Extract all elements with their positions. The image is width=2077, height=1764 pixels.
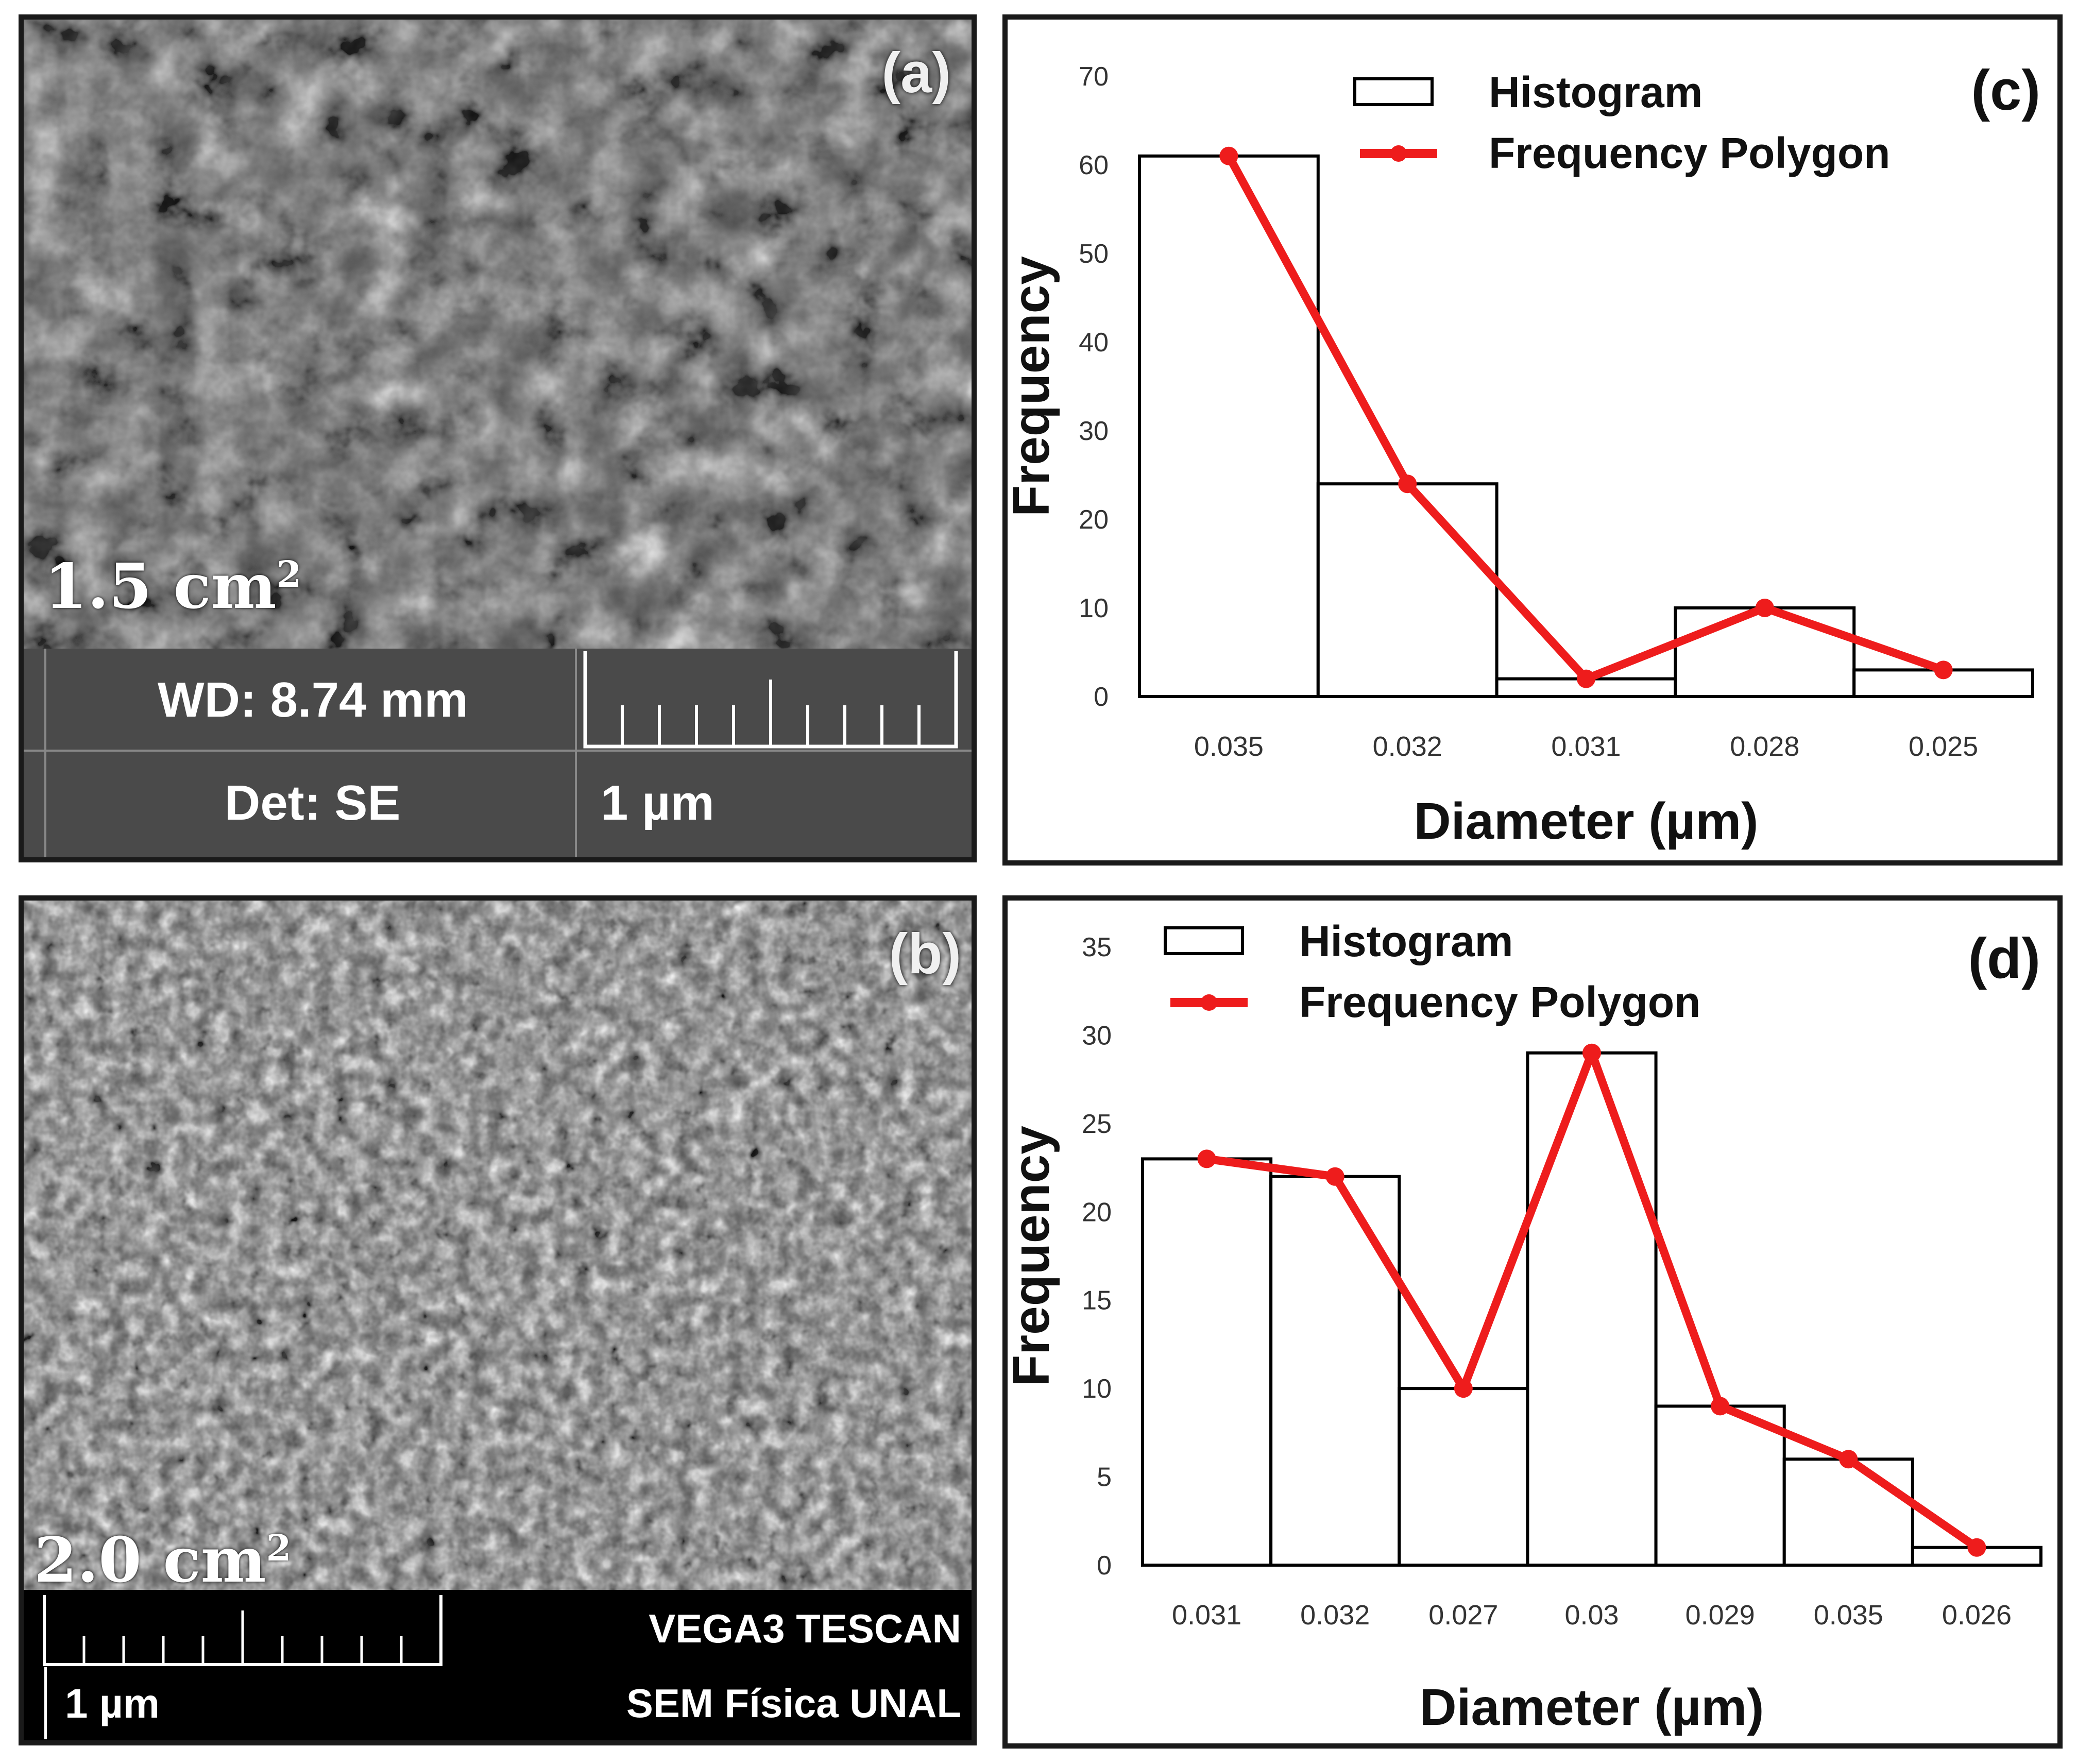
area-label-b: 2.0 cm2 <box>34 1524 292 1597</box>
x-tick-label: 0.026 <box>1942 1600 2012 1631</box>
histogram-bar <box>1316 482 1499 698</box>
panel-label-a: (a) <box>881 41 951 105</box>
x-tick-label: 0.032 <box>1300 1600 1370 1631</box>
histogram-bar <box>1141 1157 1273 1567</box>
frequency-polygon-point <box>1755 599 1774 617</box>
frequency-polygon-point <box>1967 1538 1986 1557</box>
panel-label-b: (b) <box>889 922 961 986</box>
x-tick-label: 0.027 <box>1428 1600 1498 1631</box>
x-axis-title: Diameter (µm) <box>1420 1678 1764 1736</box>
y-tick-label: 50 <box>1079 239 1109 269</box>
working-distance: WD: 8.74 mm <box>158 672 468 727</box>
histogram-bar <box>1654 1404 1786 1567</box>
frequency-polygon-point <box>1577 669 1595 688</box>
facility-label: SEM Física UNAL <box>626 1681 961 1726</box>
x-tick-label: 0.025 <box>1909 731 1978 762</box>
frequency-polygon-point <box>1711 1397 1730 1416</box>
scale-bar-b <box>43 1595 442 1666</box>
histogram-bar <box>1782 1457 1914 1567</box>
frequency-polygon-point <box>1219 146 1238 165</box>
x-tick-label: 0.035 <box>1194 731 1264 762</box>
histogram-bar <box>1269 1175 1401 1567</box>
y-tick-label: 70 <box>1079 62 1109 92</box>
y-tick-label: 20 <box>1079 505 1109 535</box>
scale-bar-a <box>583 651 958 749</box>
legend-histogram-label: Histogram <box>1489 68 1703 116</box>
instrument-label: VEGA3 TESCAN <box>649 1606 961 1651</box>
y-tick-label: 35 <box>1082 932 1112 962</box>
y-tick-label: 10 <box>1079 593 1109 623</box>
frequency-polygon-point <box>1197 1149 1216 1168</box>
chart-c: 0 10 20 30 40 50 60 70 0.035 0.032 0.031 0.028 0.025… <box>1002 14 2063 866</box>
x-tick-label: 0.029 <box>1686 1600 1755 1631</box>
y-tick-label: 0 <box>1094 682 1109 712</box>
x-tick-label: 0.03 <box>1564 1600 1619 1631</box>
detector: Det: SE <box>225 775 401 830</box>
y-tick-label: 25 <box>1082 1109 1112 1139</box>
x-axis-title: Diameter (µm) <box>1414 792 1759 850</box>
x-tick-label: 0.035 <box>1814 1600 1883 1631</box>
histogram-bar <box>1398 1387 1529 1567</box>
histogram-chart-d: 0 5 10 15 20 25 30 35 0.031 0.032 0.027 0.03 0.029 0.… <box>1008 917 2043 1736</box>
y-tick-label: 0 <box>1097 1551 1112 1581</box>
legend-polygon-label: Frequency Polygon <box>1489 129 1890 177</box>
frequency-polygon-point <box>1398 474 1417 494</box>
frequency-polygon-point <box>1934 660 1953 680</box>
legend-polygon-label: Frequency Polygon <box>1299 978 1700 1026</box>
y-axis-title: Frequency <box>1008 1126 1060 1386</box>
legend-histogram-label: Histogram <box>1299 917 1513 965</box>
x-tick-label: 0.031 <box>1172 1600 1241 1631</box>
y-tick-label: 30 <box>1079 416 1109 446</box>
area-label-a: 1.5 cm2 <box>44 550 302 623</box>
chart-d: 0 5 10 15 20 25 30 35 0.031 0.032 0.027 0.03 0.029 0.… <box>1002 895 2063 1749</box>
sem-info-bar-b: 1 µm VEGA3 TESCAN SEM Física UNAL <box>24 1590 972 1740</box>
y-tick-label: 60 <box>1079 150 1109 180</box>
sem-image-b: (b) 2.0 cm2 1 µm VEGA3 TESCAN SEM Física… <box>19 895 977 1745</box>
panel-label: (c) <box>1971 59 2040 122</box>
sem-info-bar-a: WD: 8.74 mm Det: SE 1 µm <box>24 649 972 857</box>
histogram-bar <box>1674 606 1856 698</box>
x-tick-label: 0.032 <box>1373 731 1442 762</box>
y-tick-label: 30 <box>1082 1021 1112 1050</box>
frequency-polygon-point <box>1839 1450 1858 1469</box>
frequency-polygon-point <box>1454 1379 1473 1398</box>
scale-label-b: 1 µm <box>65 1681 160 1726</box>
frequency-polygon-point <box>1582 1043 1601 1062</box>
panel-label: (d) <box>1968 927 2040 990</box>
y-tick-label: 5 <box>1097 1463 1112 1492</box>
histogram-bar <box>1526 1051 1658 1567</box>
y-axis-title: Frequency <box>1008 256 1060 517</box>
legend-histogram-swatch <box>1164 926 1244 955</box>
histogram-chart-c: 0 10 20 30 40 50 60 70 0.035 0.032 0.031 0.028 0.025… <box>1008 59 2040 850</box>
y-tick-label: 15 <box>1082 1286 1112 1316</box>
y-tick-label: 10 <box>1082 1374 1112 1404</box>
y-tick-label: 40 <box>1079 328 1109 358</box>
sem-image-a: (a) 1.5 cm2 WD: 8.74 mm Det: SE 1 µm <box>19 14 977 862</box>
legend-polygon-marker <box>1201 994 1217 1011</box>
legend-polygon-marker <box>1390 145 1407 162</box>
y-tick-label: 20 <box>1082 1197 1112 1227</box>
scale-label-a: 1 µm <box>601 775 714 830</box>
legend-histogram-swatch <box>1353 77 1434 106</box>
histogram-bar <box>1138 154 1320 698</box>
x-tick-label: 0.031 <box>1551 731 1621 762</box>
frequency-polygon-point <box>1325 1167 1344 1186</box>
x-tick-label: 0.028 <box>1730 731 1799 762</box>
